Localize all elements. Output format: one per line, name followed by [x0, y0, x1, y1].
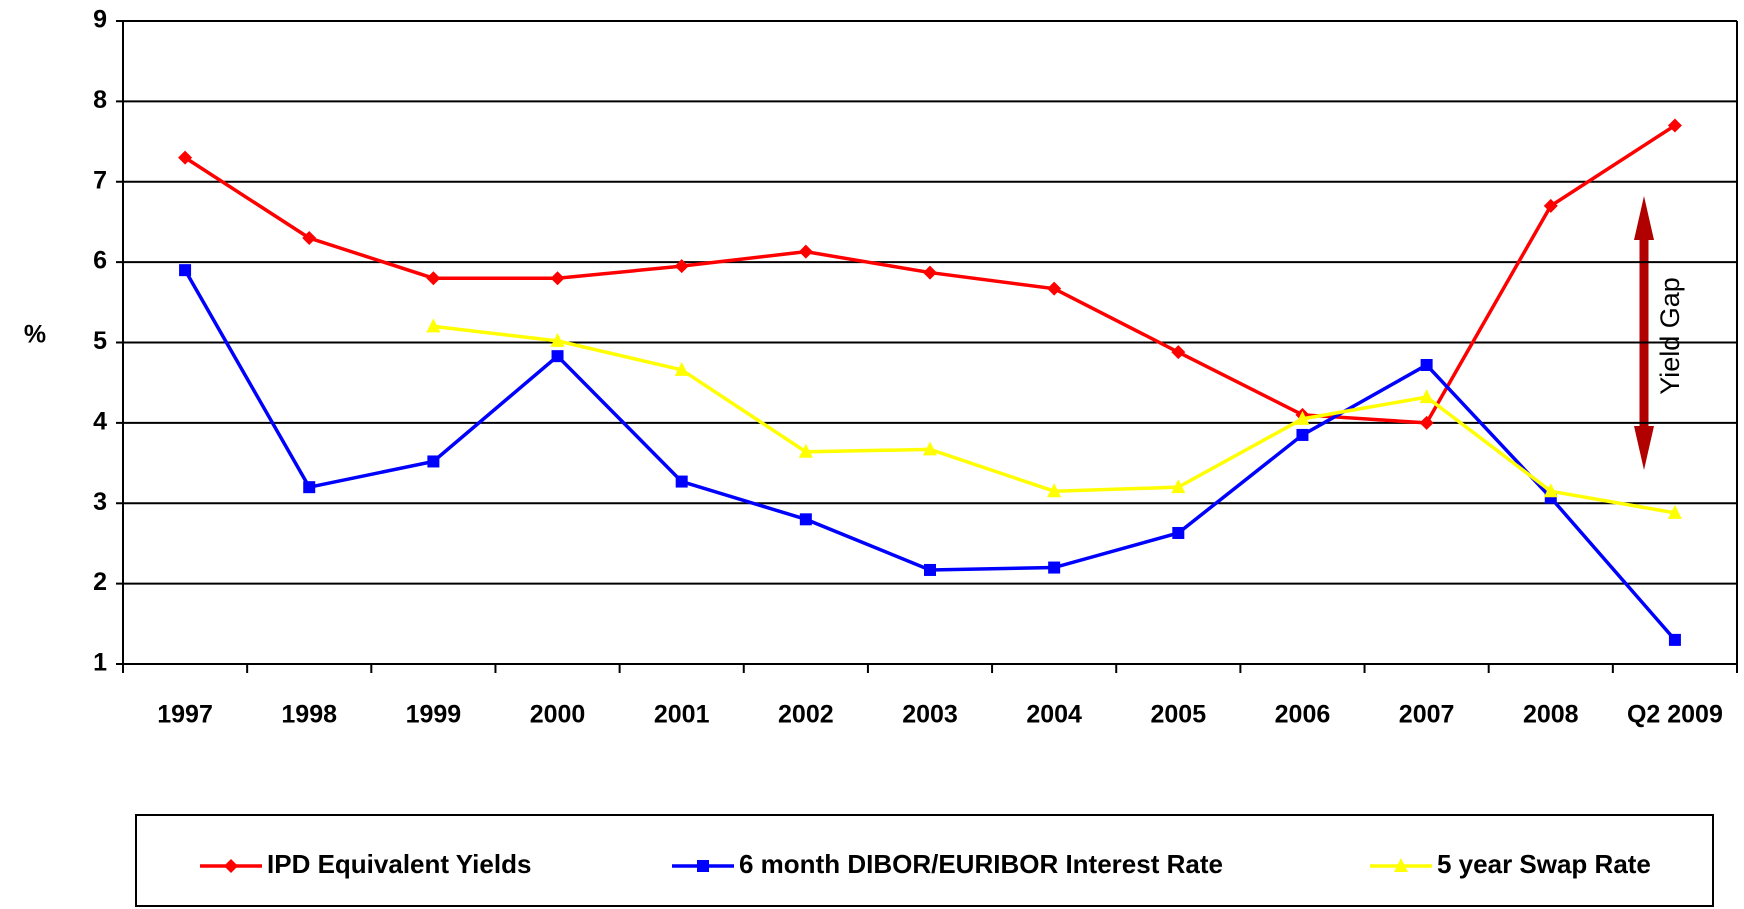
y-tick-label: 6	[93, 247, 107, 275]
x-tick-label: 2007	[1399, 701, 1455, 729]
marker	[426, 271, 441, 286]
annotation: Yield Gap	[1655, 277, 1685, 395]
marker	[923, 265, 937, 280]
y-tick-label: 4	[93, 407, 107, 435]
x-tick-label: 2008	[1523, 701, 1579, 729]
marker	[924, 563, 936, 576]
marker	[224, 859, 238, 873]
y-tick-label: 7	[93, 166, 107, 194]
marker	[697, 860, 709, 872]
marker	[1667, 504, 1682, 519]
x-tick-label: Q2 2009	[1627, 701, 1723, 729]
marker	[1171, 345, 1186, 360]
x-tick-label: 2000	[530, 701, 586, 729]
marker	[178, 150, 193, 165]
marker	[798, 443, 813, 458]
legend-label: IPD Equivalent Yields	[267, 849, 531, 879]
marker	[675, 475, 688, 488]
marker	[1543, 198, 1558, 213]
marker	[674, 259, 689, 274]
marker	[1394, 858, 1408, 872]
marker	[1667, 118, 1682, 133]
marker	[1420, 359, 1433, 372]
x-tick-label: 2003	[902, 701, 958, 729]
legend-item: 6 month DIBOR/EURIBOR Interest Rate	[672, 849, 1223, 879]
marker	[427, 455, 440, 468]
legend-label: 6 month DIBOR/EURIBOR Interest Rate	[739, 849, 1223, 879]
x-tick-label: 2004	[1026, 701, 1082, 729]
x-tick-label: 2001	[654, 701, 710, 729]
legend-label: 5 year Swap Rate	[1437, 849, 1651, 879]
y-axis-label: %	[24, 321, 46, 349]
x-tick-label: 2006	[1275, 701, 1331, 729]
yield-gap-arrow	[1634, 196, 1654, 470]
marker	[1543, 483, 1558, 498]
marker	[179, 264, 192, 277]
x-tick-label: 1998	[281, 701, 337, 729]
marker	[799, 513, 812, 526]
legend-item: 5 year Swap Rate	[1370, 849, 1651, 879]
marker	[302, 231, 317, 246]
x-tick-label: 2005	[1150, 701, 1206, 729]
y-tick-label: 2	[93, 568, 107, 596]
y-tick-label: 5	[93, 327, 107, 355]
x-tick-label: 2002	[778, 701, 834, 729]
marker	[1048, 561, 1061, 574]
y-tick-label: 3	[93, 488, 107, 516]
marker	[1295, 410, 1310, 425]
marker	[798, 244, 813, 259]
marker	[551, 350, 564, 363]
marker	[1047, 483, 1062, 498]
marker	[303, 481, 316, 494]
marker	[1419, 415, 1434, 430]
marker	[550, 332, 565, 347]
x-tick-label: 1999	[406, 701, 462, 729]
marker	[426, 318, 441, 333]
marker	[550, 271, 565, 286]
marker	[1047, 281, 1062, 296]
marker	[674, 361, 689, 376]
y-tick-label: 8	[93, 86, 107, 114]
marker	[1668, 633, 1681, 646]
y-tick-label: 1	[93, 649, 107, 677]
marker	[923, 441, 937, 456]
marker	[1419, 389, 1434, 404]
marker	[1171, 479, 1186, 494]
legend-item: IPD Equivalent Yields	[200, 849, 531, 879]
marker	[1172, 526, 1185, 539]
x-tick-label: 1997	[157, 701, 213, 729]
y-tick-label: 9	[93, 6, 107, 34]
marker	[1296, 428, 1309, 441]
legend-box	[135, 814, 1714, 907]
